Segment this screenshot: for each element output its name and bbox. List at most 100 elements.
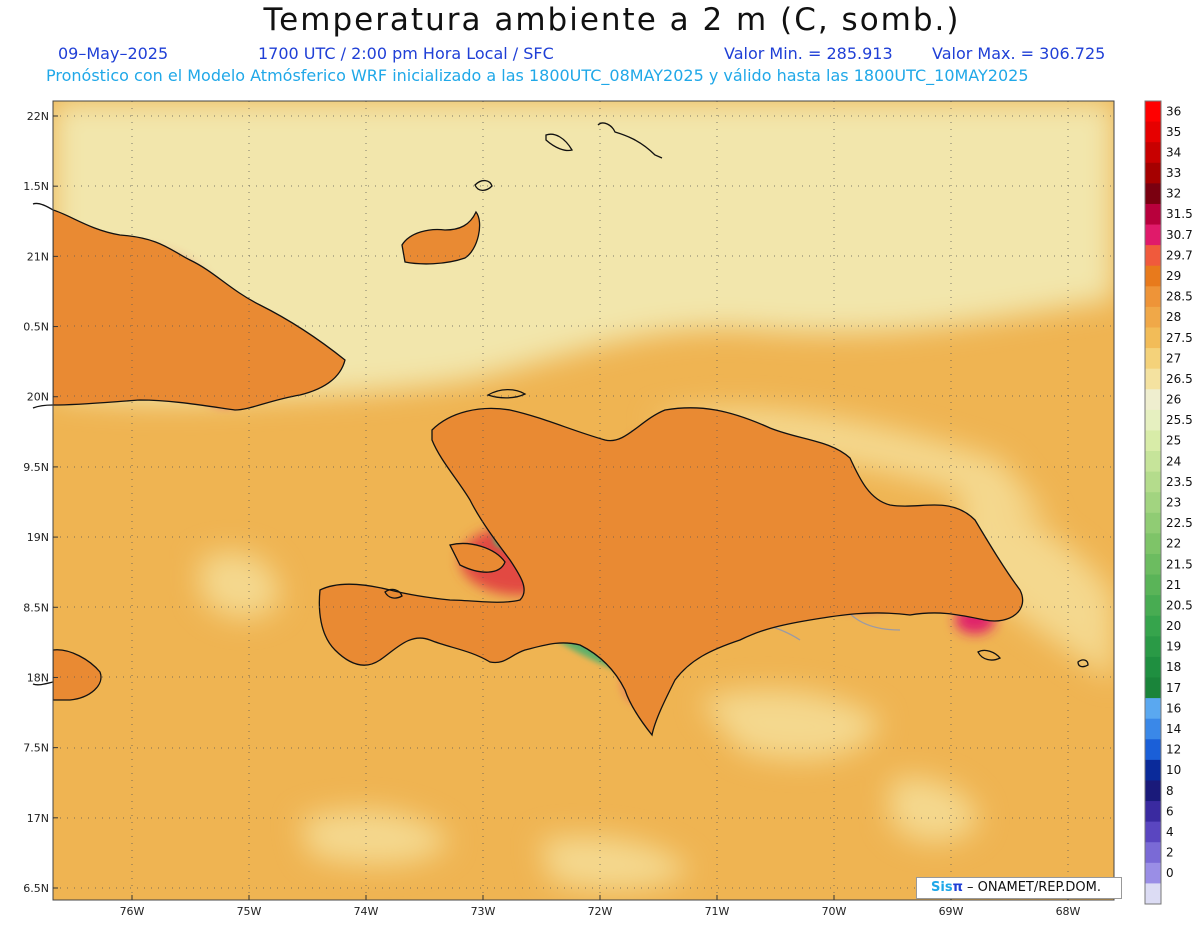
colorbar-swatch	[1145, 162, 1161, 184]
colorbar-swatch	[1145, 430, 1161, 452]
colorbar-label: 23.5	[1166, 475, 1193, 489]
colorbar-label: 34	[1166, 145, 1181, 159]
map-title: Temperatura ambiente a 2 m (C, somb.)	[263, 2, 961, 38]
lon-label: 75W	[237, 905, 262, 918]
colorbar-swatch	[1145, 389, 1161, 411]
colorbar-label: 6	[1166, 804, 1174, 818]
lon-label: 69W	[939, 905, 964, 918]
forecast-date: 09–May–2025	[58, 44, 169, 63]
colorbar-label: 22.5	[1166, 516, 1193, 530]
lon-label: 74W	[354, 905, 379, 918]
lat-label: 18N	[27, 671, 49, 684]
credit-org: – ONAMET/REP.DOM.	[962, 880, 1102, 895]
colorbar-swatch	[1145, 718, 1161, 740]
lat-label: 7.5N	[23, 742, 49, 755]
colorbar-swatch	[1145, 203, 1161, 226]
colorbar-swatch	[1145, 656, 1161, 679]
colorbar-swatch	[1145, 224, 1161, 246]
lon-label: 71W	[705, 905, 730, 918]
colorbar-label: 32	[1166, 187, 1181, 201]
latitude-axis: 22N 1.5N 21N 0.5N 20N 9.5N 19N 8.5N 18N 7.5N 17N 6.…	[23, 110, 58, 895]
colorbar-frame	[1144, 100, 1162, 905]
colorbar-label: 28	[1166, 310, 1181, 324]
colorbar-label: 25	[1166, 434, 1181, 448]
colorbar-label: 35	[1166, 125, 1181, 139]
colorbar-label: 22	[1166, 537, 1181, 551]
lat-label: 20N	[27, 391, 49, 404]
colorbar-label: 27	[1166, 351, 1181, 365]
colorbar-swatch	[1145, 368, 1161, 390]
colorbar-swatch	[1145, 780, 1161, 802]
colorbar-label: 33	[1166, 166, 1181, 180]
colorbar-label: 20	[1166, 619, 1181, 633]
colorbar-label: 25.5	[1166, 413, 1193, 427]
colorbar-swatch	[1145, 451, 1161, 473]
colorbar-label: 24	[1166, 454, 1181, 468]
colorbar-label: 10	[1166, 763, 1181, 777]
colorbar-swatch	[1145, 801, 1161, 823]
colorbar-label: 23	[1166, 496, 1181, 510]
colorbar-swatch	[1145, 842, 1161, 864]
colorbar-swatch	[1145, 306, 1161, 328]
colorbar-label: 30.7	[1166, 228, 1193, 242]
colorbar-swatch	[1145, 739, 1161, 761]
longitude-axis: 76W 75W 74W 73W 72W 71W 70W 69W 68W	[120, 895, 1081, 918]
colorbar-swatch	[1145, 121, 1161, 143]
colorbar-label: 20.5	[1166, 598, 1193, 612]
colorbar-label: 2	[1166, 846, 1174, 860]
colorbar-swatch	[1145, 574, 1161, 596]
colorbar-label: 17	[1166, 681, 1181, 695]
colorbar-label: 36	[1166, 104, 1181, 118]
lat-label: 19N	[27, 531, 49, 544]
lon-label: 72W	[588, 905, 613, 918]
colorbar-swatch	[1145, 245, 1161, 267]
colorbar-label: 26.5	[1166, 372, 1193, 386]
colorbar-label: 21	[1166, 578, 1181, 592]
colorbar-label: 0	[1166, 866, 1174, 880]
lat-label: 1.5N	[23, 180, 49, 193]
colorbar-swatch	[1145, 183, 1161, 205]
colorbar-label: 18	[1166, 660, 1181, 674]
map-frame	[52, 100, 1115, 901]
lat-label: 6.5N	[23, 882, 49, 895]
colorbar-label: 16	[1166, 701, 1181, 715]
colorbar-swatch	[1145, 409, 1161, 431]
colorbar-swatch	[1145, 677, 1161, 699]
lat-label: 0.5N	[23, 321, 49, 334]
colorbar-label: 4	[1166, 825, 1174, 839]
lat-label: 21N	[27, 250, 49, 263]
colorbar-swatch	[1145, 883, 1161, 905]
colorbar-swatch	[1145, 759, 1161, 781]
colorbar-swatch	[1145, 698, 1161, 720]
credit-sis: Sis	[931, 880, 953, 895]
colorbar-swatch	[1145, 142, 1161, 164]
lon-label: 76W	[120, 905, 145, 918]
colorbar-label: 31.5	[1166, 207, 1193, 221]
colorbar-swatch	[1145, 862, 1161, 884]
forecast-time: 1700 UTC / 2:00 pm Hora Local / SFC	[258, 44, 554, 63]
colorbar-swatch	[1145, 821, 1161, 843]
value-min: Valor Min. = 285.913	[724, 44, 893, 63]
colorbar-swatch	[1145, 595, 1161, 617]
colorbar-swatch	[1145, 533, 1161, 555]
colorbar-swatch	[1145, 327, 1161, 349]
colorbar-label: 26	[1166, 393, 1181, 407]
colorbar-swatch	[1145, 553, 1161, 576]
lon-label: 73W	[471, 905, 496, 918]
map-field	[53, 101, 1114, 900]
colorbar-swatch	[1145, 348, 1161, 370]
lon-label: 68W	[1056, 905, 1081, 918]
lat-label: 9.5N	[23, 461, 49, 474]
colorbar-label: 14	[1166, 722, 1181, 736]
colorbar-swatch	[1145, 512, 1161, 534]
colorbar-swatch	[1145, 636, 1161, 658]
colorbar-label: 29.7	[1166, 248, 1193, 262]
credit-label: Sisπ – ONAMET/REP.DOM.	[916, 877, 1122, 899]
colorbar-swatch	[1145, 471, 1161, 493]
lat-label: 8.5N	[23, 601, 49, 614]
model-description: Pronóstico con el Modelo Atmósferico WRF…	[46, 66, 1029, 85]
colorbar-label: 27.5	[1166, 331, 1193, 345]
lat-label: 22N	[27, 110, 49, 123]
colorbar-label: 8	[1166, 784, 1174, 798]
